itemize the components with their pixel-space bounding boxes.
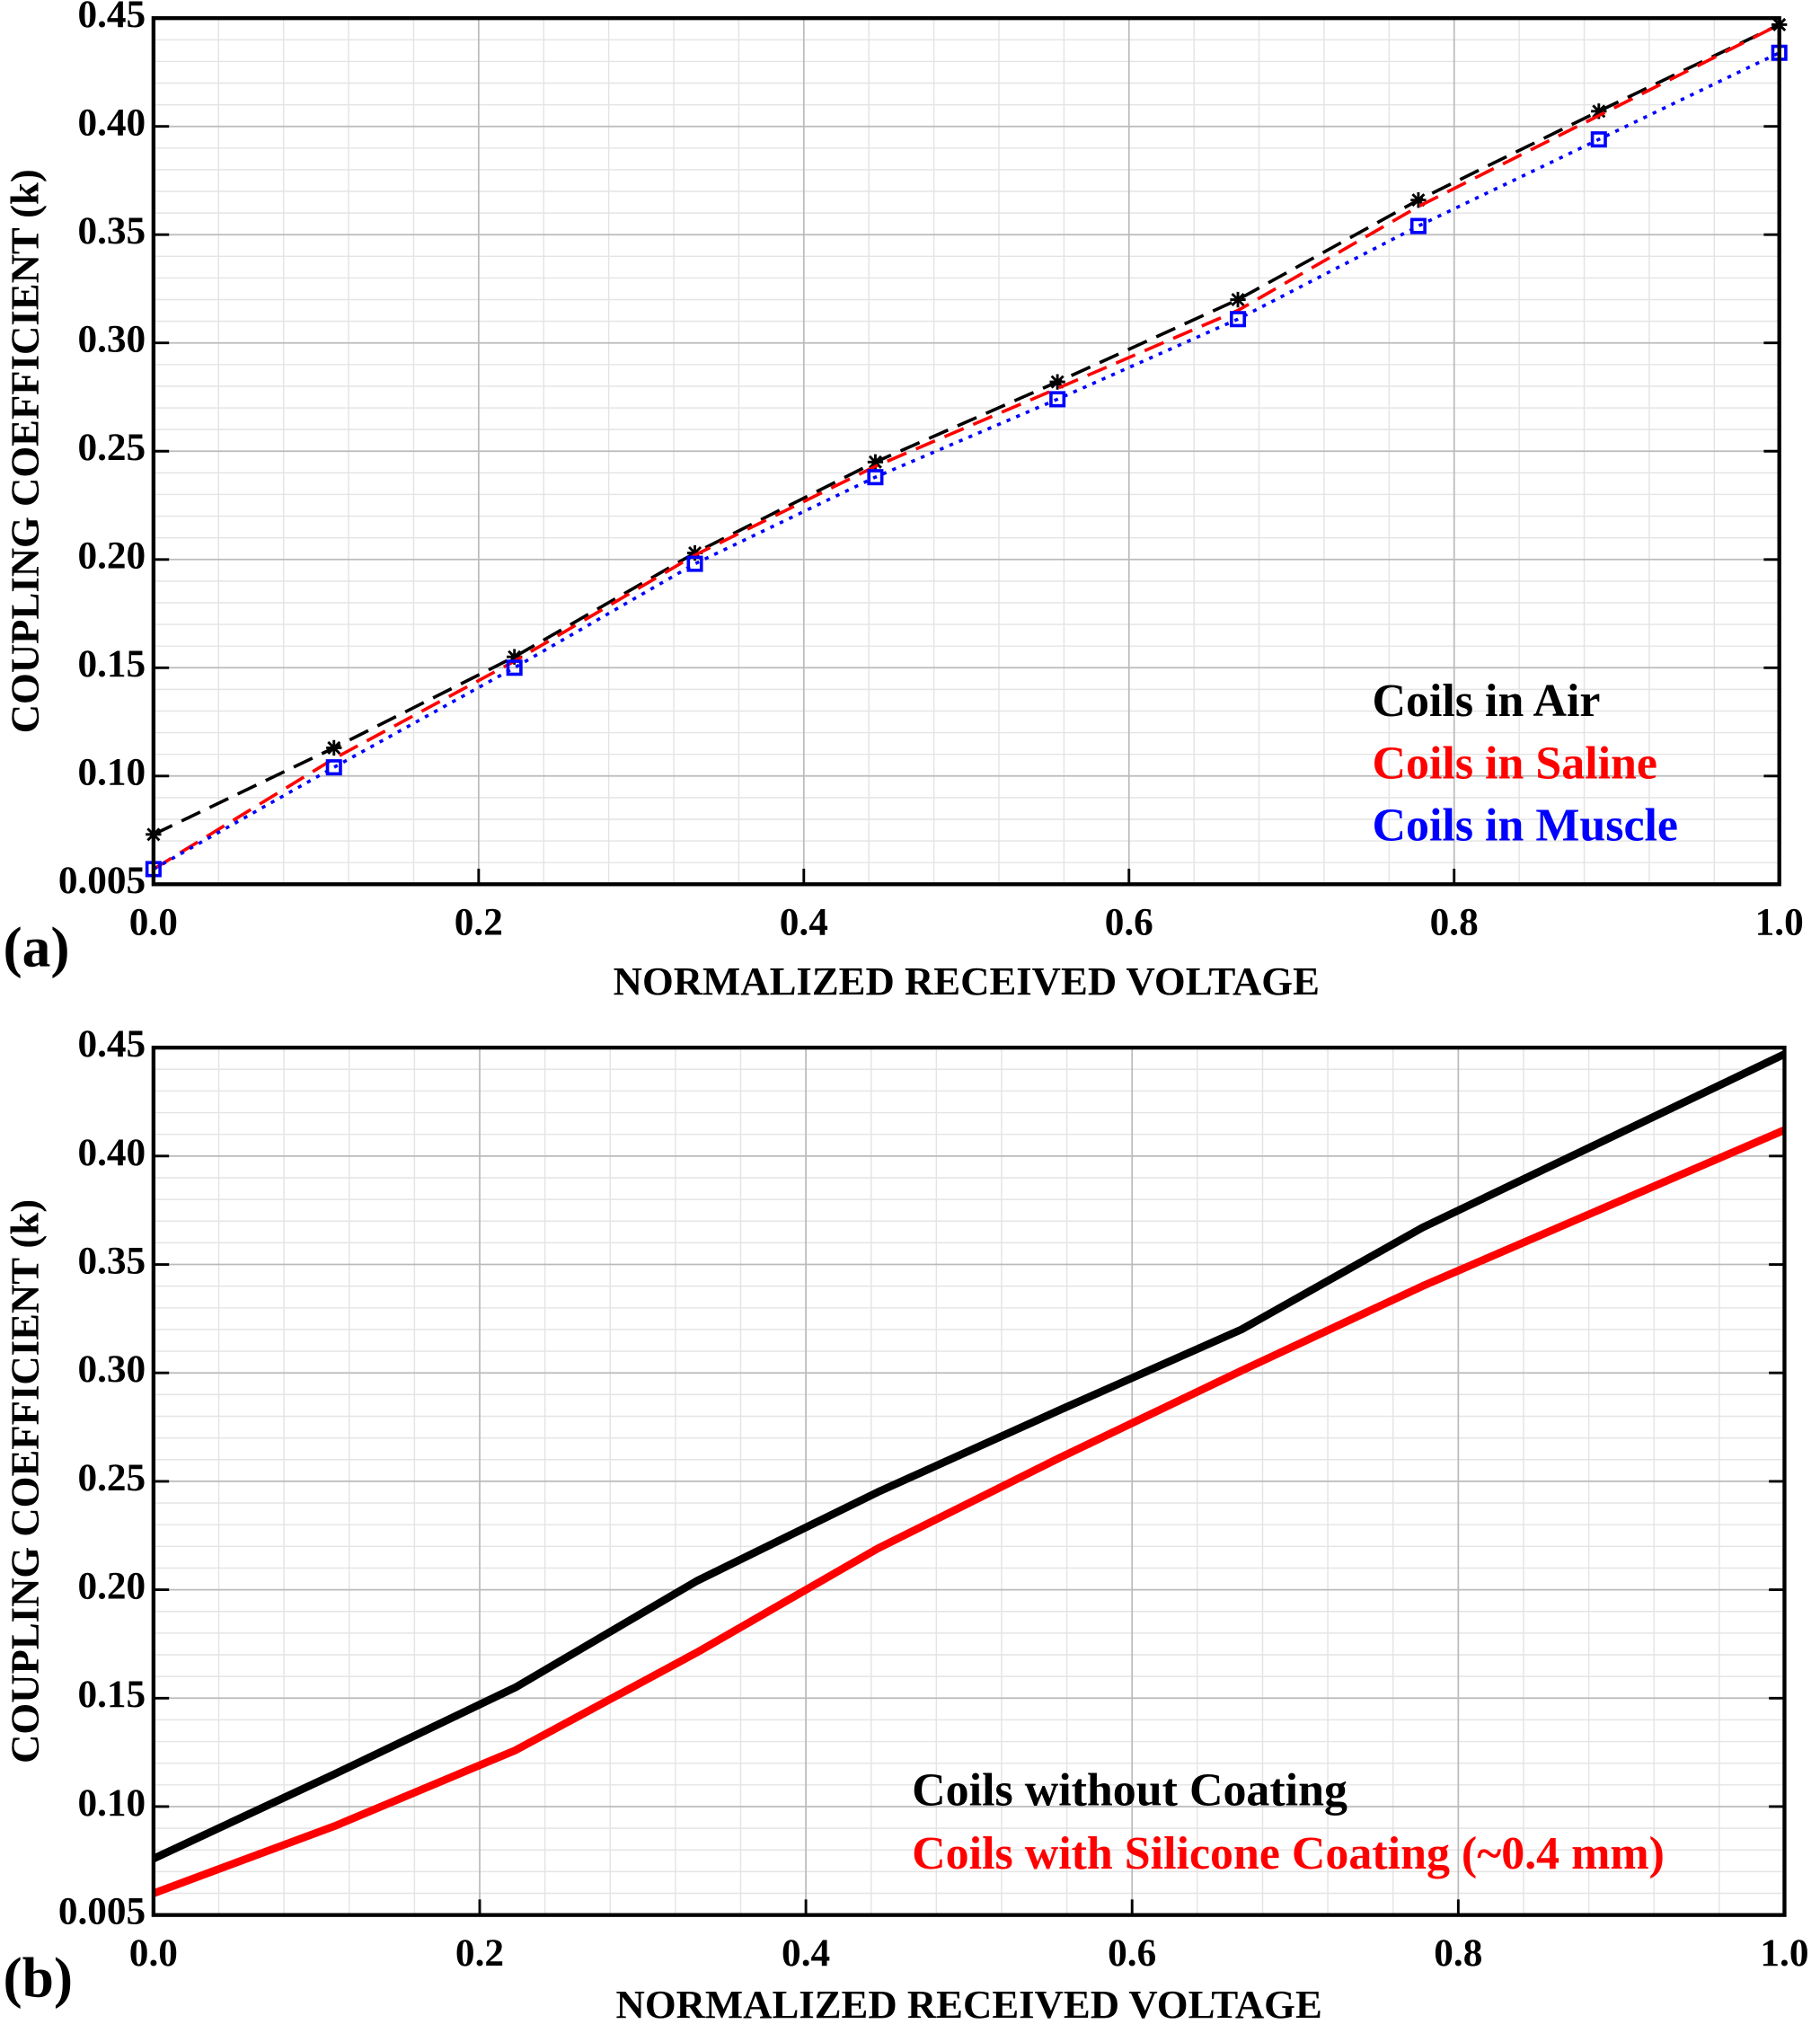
y-tick-label: 0.005	[58, 859, 146, 902]
y-tick-label: 0.35	[77, 209, 146, 252]
x-tick-label: 0.2	[455, 1931, 504, 1975]
y-tick-label: 0.005	[58, 1890, 146, 1933]
x-tick-label: 1.0	[1760, 1931, 1808, 1975]
marker	[1409, 217, 1427, 234]
y-tick-label: 0.20	[77, 1565, 146, 1608]
y-tick-label: 0.40	[77, 102, 146, 145]
plot-frame	[151, 16, 1781, 887]
series-line	[153, 22, 1780, 836]
marker	[867, 454, 884, 470]
y-tick-label: 0.35	[77, 1239, 146, 1282]
panel-label: (b)	[3, 1946, 73, 2010]
y-tick-label: 0.20	[77, 535, 146, 578]
marker	[506, 659, 523, 676]
marker	[325, 759, 342, 776]
panel-label: (a)	[3, 915, 69, 978]
marker	[867, 469, 884, 486]
marker	[1591, 103, 1607, 119]
series-line	[152, 22, 1780, 871]
legend-entry: Coils with Silicone Coating (~0.4 mm)	[912, 1828, 1665, 1879]
marker	[1410, 192, 1427, 208]
y-tick-label: 0.15	[77, 1673, 146, 1716]
x-tick-label: 0.8	[1434, 1931, 1482, 1975]
x-axis-label: NORMALIZED RECEIVED VOLTAGE	[614, 959, 1320, 1003]
y-tick-label: 0.15	[77, 642, 146, 685]
marker	[1230, 291, 1246, 308]
x-tick-label: 0.0	[129, 1931, 178, 1975]
y-axis-label: COUPLING COEFFICIENT (k)	[3, 1199, 48, 1763]
legend-entry: Coils without Coating	[912, 1764, 1347, 1816]
x-tick-label: 1.0	[1755, 900, 1804, 943]
x-tick-label: 0.8	[1430, 900, 1479, 943]
x-tick-label: 0.0	[129, 900, 178, 943]
y-tick-label: 0.45	[77, 1022, 146, 1065]
marker	[686, 544, 703, 561]
marker	[1230, 311, 1247, 328]
series-line	[152, 1126, 1787, 1897]
x-tick-label: 0.6	[1105, 900, 1153, 943]
marker	[326, 739, 342, 756]
legend-entry: Coils in Air	[1373, 676, 1601, 727]
marker	[1590, 131, 1607, 148]
legend-entry: Coils in Saline	[1373, 738, 1657, 789]
x-axis-label: NORMALIZED RECEIVED VOLTAGE	[616, 1982, 1322, 2027]
y-tick-label: 0.25	[77, 426, 146, 469]
plot-frame	[151, 1045, 1787, 1917]
x-tick-label: 0.6	[1108, 1931, 1156, 1975]
marker	[1049, 374, 1065, 390]
legend-entry: Coils in Muscle	[1373, 800, 1678, 852]
marker	[686, 555, 703, 572]
y-tick-label: 0.45	[77, 0, 146, 36]
y-tick-label: 0.10	[77, 751, 146, 794]
y-tick-label: 0.30	[77, 318, 146, 361]
x-tick-label: 0.4	[780, 900, 828, 943]
series-line	[152, 1050, 1787, 1862]
marker	[506, 649, 523, 665]
x-tick-label: 0.4	[782, 1931, 830, 1975]
y-tick-label: 0.25	[77, 1456, 146, 1499]
y-axis-label: COUPLING COEFFICIENT (k)	[3, 169, 48, 733]
x-tick-label: 0.2	[455, 900, 503, 943]
marker	[1049, 391, 1066, 408]
y-tick-label: 0.40	[77, 1131, 146, 1174]
y-tick-label: 0.10	[77, 1781, 146, 1825]
y-tick-label: 0.30	[77, 1348, 146, 1391]
